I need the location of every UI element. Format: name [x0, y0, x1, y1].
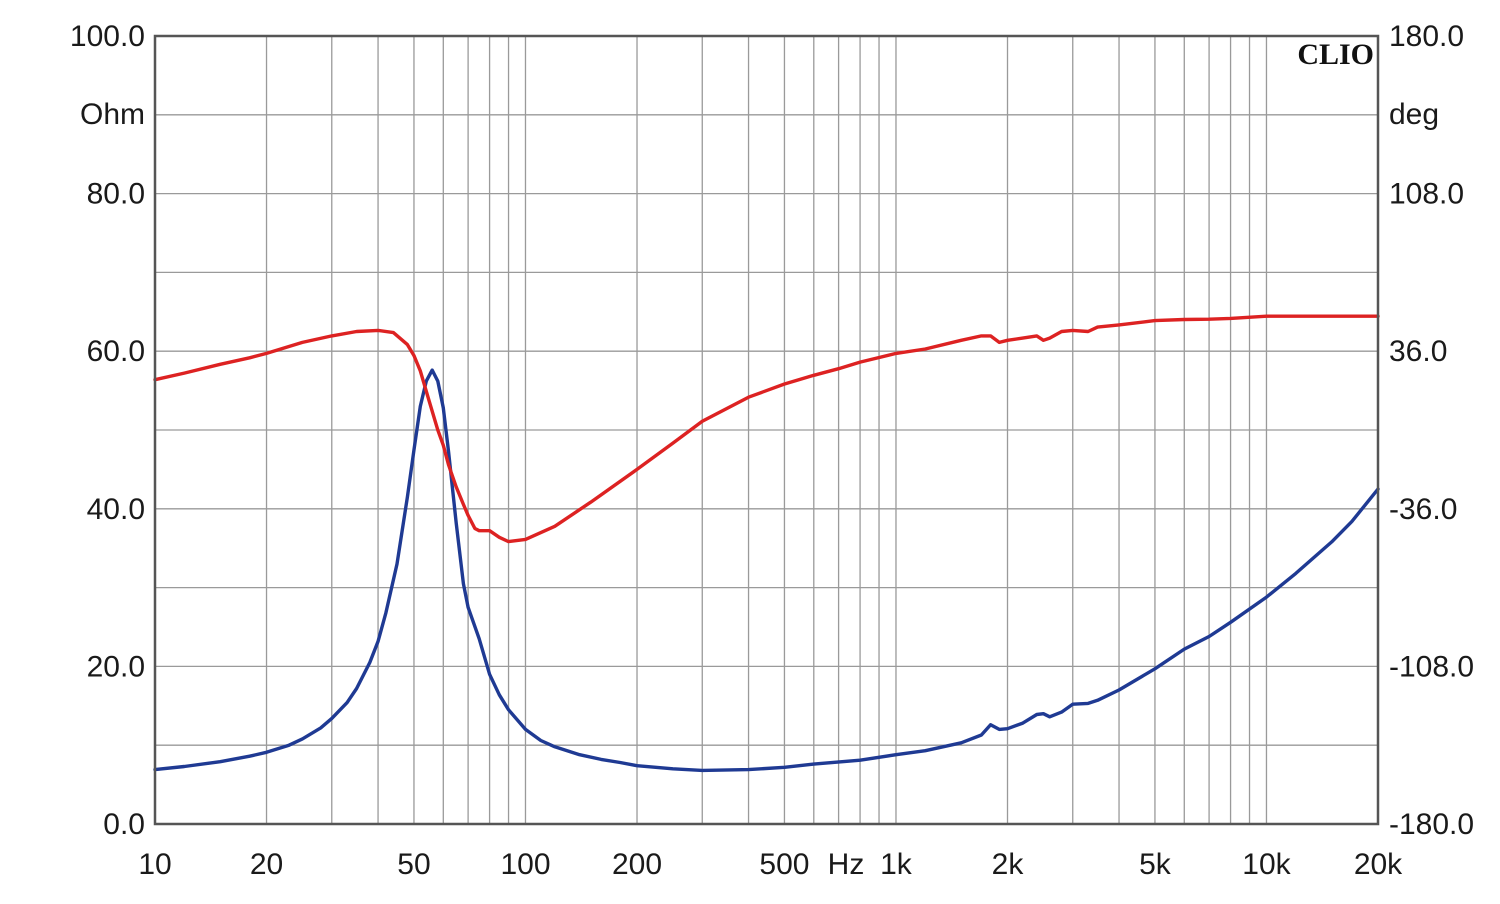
x-tick-label: 500 [759, 848, 809, 881]
x-tick-label: 5k [1139, 848, 1172, 881]
x-tick-label: 100 [500, 848, 550, 881]
x-tick-label: 20 [250, 848, 283, 881]
y-left-tick-label: 80.0 [87, 178, 145, 211]
y-left-unit-label: Ohm [80, 98, 145, 131]
x-tick-label: 200 [612, 848, 662, 881]
y-left-tick-label: 40.0 [87, 493, 145, 526]
grid [155, 36, 1378, 824]
y-left-tick-label: 20.0 [87, 650, 145, 683]
impedance-series-line [153, 368, 1380, 773]
y-left-tick-label: 100.0 [70, 20, 145, 53]
x-tick-label: 50 [397, 848, 430, 881]
series-group [153, 314, 1380, 773]
y-right-tick-label: -180.0 [1389, 808, 1474, 841]
y-right-tick-label: 180.0 [1389, 20, 1464, 53]
brand-logo-text: CLIO [1297, 38, 1374, 71]
y-right-tick-label: 36.0 [1389, 335, 1447, 368]
x-tick-label: 1k [880, 848, 913, 881]
y-left-tick-label: 60.0 [87, 335, 145, 368]
plot-frame [153, 34, 1380, 826]
tick-labels: 10 20 50 100 200 500 1k 2k 5k 10k 20k Hz 0.0 20.0 40.0… [70, 20, 1474, 881]
y-right-tick-label: 108.0 [1389, 178, 1464, 211]
y-right-tick-label: -36.0 [1389, 493, 1457, 526]
x-tick-label: 10k [1242, 848, 1291, 881]
y-left-tick-label: 0.0 [103, 808, 145, 841]
x-tick-label: 20k [1354, 848, 1403, 881]
y-right-tick-label: -108.0 [1389, 650, 1474, 683]
x-tick-label: 2k [992, 848, 1025, 881]
y-right-unit-label: deg [1389, 98, 1439, 131]
phase-series-line [153, 314, 1380, 544]
x-tick-label: 10 [138, 848, 171, 881]
x-unit-label: Hz [828, 848, 865, 881]
